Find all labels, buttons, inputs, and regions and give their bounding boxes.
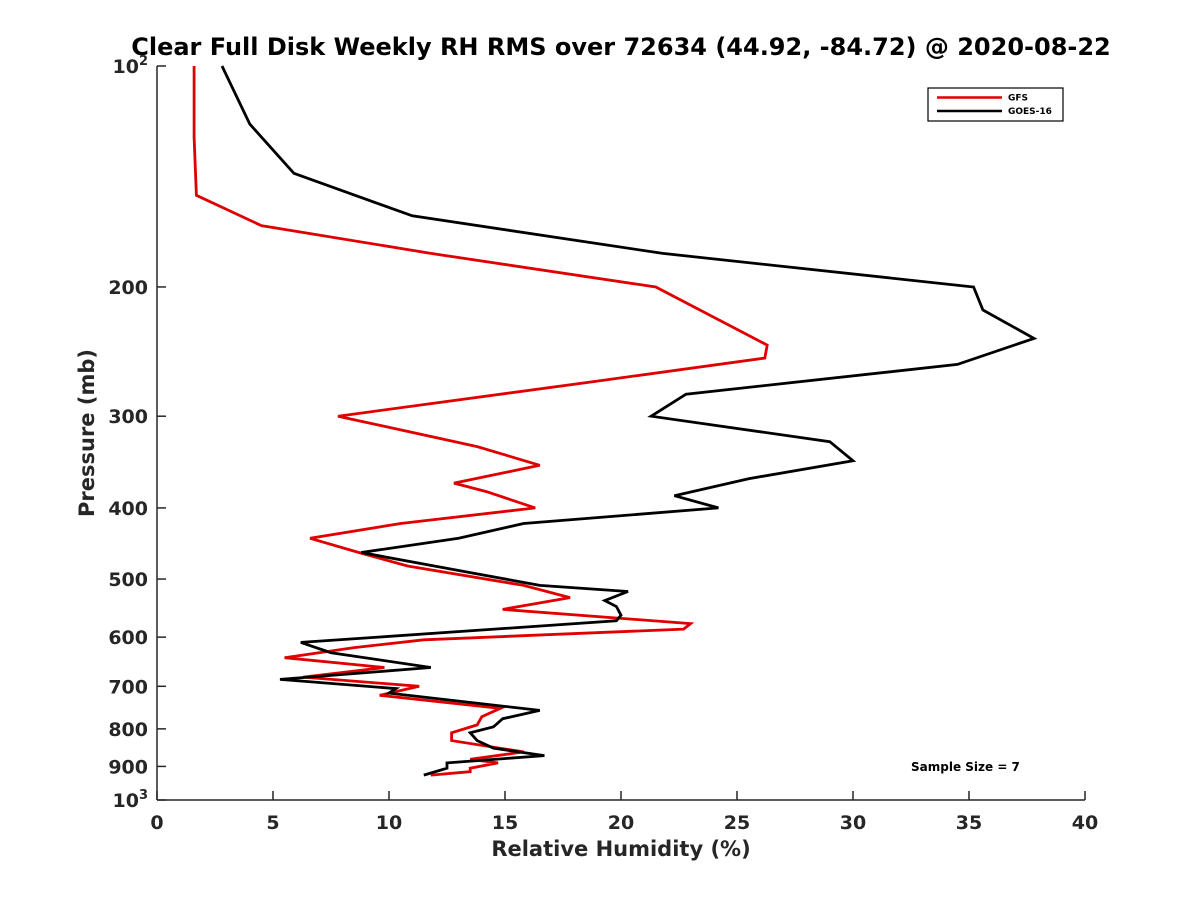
y-tick-label: 800: [108, 719, 148, 741]
x-tick-label: 10: [376, 812, 402, 834]
series-lines: [192, 65, 1038, 777]
y-tick-label: 400: [108, 498, 148, 520]
y-tick-exponent: 2: [139, 54, 148, 69]
legend-label-gfs: GFS: [1008, 94, 1028, 104]
series-line-gfs: [192, 66, 769, 777]
x-axis-label: Relative Humidity (%): [491, 837, 750, 861]
sample-size-annotation: Sample Size = 7: [911, 760, 1020, 774]
x-tick-label: 5: [266, 812, 279, 834]
legend-label-goes16: GOES-16: [1008, 107, 1052, 117]
y-tick-label: 900: [108, 756, 148, 778]
y-tick-label: 700: [108, 676, 148, 698]
y-tick-label: 300: [108, 406, 148, 428]
y-axis-label: Pressure (mb): [75, 349, 99, 517]
x-tick-label: 20: [608, 812, 634, 834]
y-tick-label: 600: [108, 627, 148, 649]
x-tick-label: 0: [150, 812, 163, 834]
chart-title: Clear Full Disk Weekly RH RMS over 72634…: [131, 33, 1111, 61]
x-tick-label: 15: [492, 812, 518, 834]
x-tick-label: 35: [956, 812, 982, 834]
legend-box: [927, 87, 1064, 122]
x-tick-label: 25: [724, 812, 750, 834]
x-tick-label: 30: [840, 812, 866, 834]
series-line-goes16: [220, 65, 1038, 777]
y-tick-label: 500: [108, 569, 148, 591]
legend: GFS GOES-16: [927, 87, 1064, 122]
y-tick-exponent: 3: [139, 788, 148, 803]
x-tick-label: 40: [1072, 812, 1098, 834]
y-tick-label: 200: [108, 277, 148, 299]
x-ticks: 0 5 10 15 20 25 30 35 40: [150, 791, 1098, 834]
